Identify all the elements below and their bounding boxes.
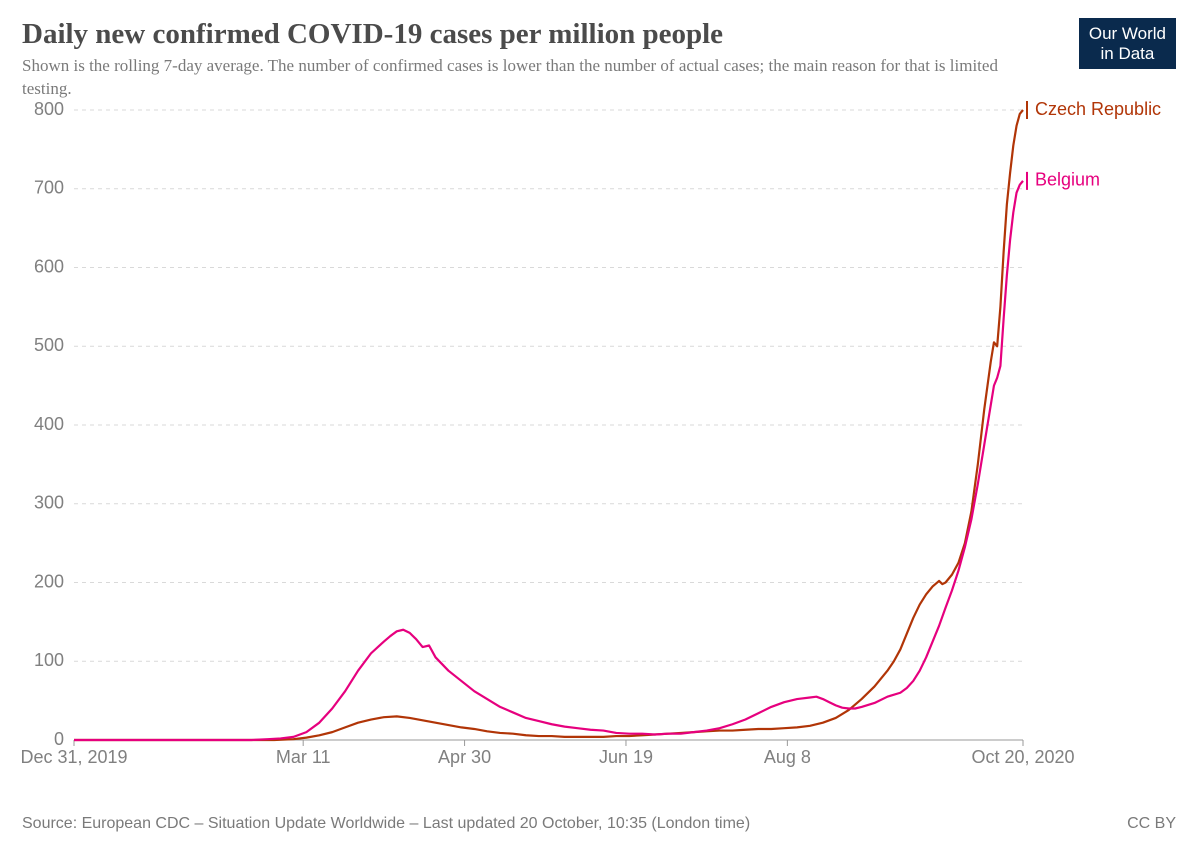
y-tick-label: 800 [34,100,64,119]
chart-subtitle: Shown is the rolling 7-day average. The … [22,55,1002,101]
y-tick-label: 500 [34,335,64,355]
y-tick-label: 100 [34,650,64,670]
x-tick-label: Mar 11 [276,747,331,767]
series-line [74,181,1023,740]
logo-line1: Our World [1089,24,1166,43]
series-label: Belgium [1035,170,1100,190]
logo-line2: in Data [1100,44,1154,63]
chart-title: Daily new confirmed COVID-19 cases per m… [22,18,1002,51]
y-tick-label: 200 [34,571,64,591]
y-tick-label: 300 [34,493,64,513]
series-label: Czech Republic [1035,100,1161,119]
y-tick-label: 400 [34,414,64,434]
header: Daily new confirmed COVID-19 cases per m… [22,18,1176,101]
x-tick-label: Aug 8 [764,747,811,767]
chart-svg: 0 100 200 300 400 500 600 700 800 Dec 31, 2019 Mar… [22,100,1178,780]
chart-container: Daily new confirmed COVID-19 cases per m… [0,0,1200,847]
y-tick-label: 700 [34,178,64,198]
x-tick-label: Dec 31, 2019 [22,747,128,767]
x-tick-label: Oct 20, 2020 [971,747,1074,767]
footer: Source: European CDC – Situation Update … [22,815,1176,833]
source-text: Source: European CDC – Situation Update … [22,815,750,833]
owid-logo: Our World in Data [1079,18,1176,69]
title-block: Daily new confirmed COVID-19 cases per m… [22,18,1002,101]
x-tick-label: Apr 30 [438,747,491,767]
y-tick-label: 0 [54,729,64,749]
plot-area: 0 100 200 300 400 500 600 700 800 Dec 31, 2019 Mar… [22,100,1178,780]
y-tick-label: 600 [34,256,64,276]
x-tick-label: Jun 19 [599,747,653,767]
license-text: CC BY [1127,815,1176,833]
